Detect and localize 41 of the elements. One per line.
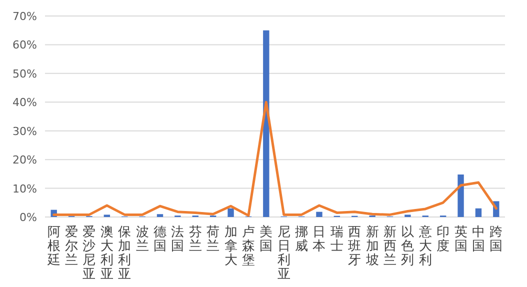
x-tick-label: 中国 (472, 225, 485, 254)
bar (316, 212, 322, 217)
bar (156, 214, 164, 217)
x-tick-label: 瑞士 (330, 225, 344, 254)
bar (228, 208, 234, 217)
x-tick-label: 德国 (154, 225, 166, 254)
y-tick-label: 70% (12, 10, 37, 23)
y-tick-label: 10% (12, 182, 37, 196)
x-tick-label: 法国 (171, 225, 184, 254)
x-tick-label: 尼日利亚 (277, 225, 290, 282)
x-tick-label: 加拿大 (224, 225, 238, 268)
y-tick-label: 50% (12, 67, 37, 80)
x-tick-label: 芬兰 (188, 225, 202, 254)
x-tick-label: 印度 (436, 225, 450, 254)
x-tick-label: 爱尔兰 (65, 225, 78, 268)
x-tick-label: 西班牙 (348, 225, 362, 268)
y-tick-label: 0% (20, 211, 37, 224)
x-tick-label: 英国 (454, 225, 468, 254)
x-tick-label: 新加坡 (364, 225, 379, 268)
y-tick-label: 20% (12, 154, 37, 167)
x-tick-label: 荷兰 (206, 225, 220, 254)
y-tick-label: 30% (12, 124, 37, 138)
line-series (52, 100, 498, 217)
x-tick-label: 跨国 (490, 225, 503, 254)
x-tick-label: 卢森堡 (242, 225, 255, 268)
x-tick-label: 以色列 (401, 225, 414, 268)
x-tick-label: 保加利亚 (118, 225, 132, 282)
bar (475, 208, 482, 217)
x-tick-label: 爱沙尼亚 (82, 225, 96, 282)
y-tick-label: 40% (12, 96, 37, 110)
x-tick-label: 挪威 (295, 225, 308, 254)
x-tick-label: 新西兰 (384, 225, 396, 268)
x-tick-label: 波兰 (136, 225, 149, 254)
x-tick-label: 阿根廷 (46, 225, 60, 268)
bar (263, 30, 270, 217)
x-tick-label: 美国 (260, 224, 273, 254)
y-tick-label: 60% (12, 38, 37, 52)
x-tick-label: 澳大利亚 (100, 225, 114, 282)
x-tick-label: 意大利 (418, 225, 432, 268)
bar (458, 174, 464, 217)
x-tick-label: 日本 (312, 225, 326, 254)
